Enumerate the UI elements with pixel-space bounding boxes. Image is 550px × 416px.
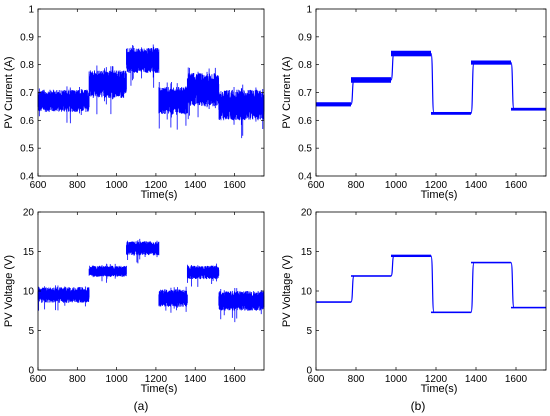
y-tick-label: 15 [301, 247, 313, 258]
y-tick-label: 20 [301, 208, 313, 219]
x-tick-label: 800 [348, 180, 365, 191]
x-tick-label: 1600 [505, 374, 528, 385]
chart-a_current: 600 800 1000 1200 1400 1600 0.4 0.5 0.6 0.7 0.8 0.9… [3, 5, 265, 201]
x-tick-label: 800 [348, 374, 365, 385]
y-tick-label: 0.5 [298, 144, 312, 155]
y-tick-label: 5 [306, 326, 312, 337]
y-tick-label: 0.4 [20, 172, 34, 183]
x-tick-label: 600 [30, 374, 47, 385]
y-tick-label: 0.8 [298, 60, 312, 71]
x-tick-label: 600 [308, 374, 325, 385]
y-axis-label: PV Current (A) [3, 56, 15, 128]
x-tick-label: 1200 [425, 180, 448, 191]
x-axis-label: Time(s) [141, 383, 178, 395]
level-band [511, 107, 546, 111]
x-tick-label: 1400 [465, 374, 488, 385]
y-tick-label: 0.6 [298, 116, 312, 127]
x-tick-label: 1400 [184, 180, 207, 191]
level-band [351, 275, 391, 277]
x-tick-label: 1600 [223, 374, 246, 385]
level-band [351, 77, 391, 83]
x-axis-label: Time(s) [141, 189, 178, 201]
x-tick-label: 1000 [385, 374, 408, 385]
y-tick-label: 15 [23, 247, 35, 258]
x-tick-label: 1000 [385, 180, 408, 191]
y-tick-label: 0 [306, 366, 312, 377]
plot-area [316, 9, 546, 176]
y-tick-label: 1 [306, 5, 312, 16]
chart-a_voltage: 600 800 1000 1200 1400 1600 0 5 10 15 20 Time(s) PV … [3, 208, 265, 395]
level-band [471, 261, 511, 264]
level-band [391, 254, 431, 258]
y-tick-label: 5 [28, 326, 34, 337]
transition-line [430, 255, 435, 313]
x-tick-label: 600 [308, 180, 325, 191]
x-tick-label: 1000 [105, 180, 128, 191]
x-tick-label: 1600 [223, 180, 246, 191]
panel-label-b: (b) [411, 399, 426, 413]
y-tick-label: 20 [23, 208, 35, 219]
y-tick-label: 10 [23, 287, 35, 298]
y-tick-label: 10 [301, 287, 313, 298]
y-tick-label: 0.7 [20, 88, 34, 99]
x-tick-label: 1000 [105, 374, 128, 385]
y-axis-label: PV Current (A) [281, 56, 293, 128]
level-band [391, 50, 431, 57]
x-tick-label: 1400 [184, 374, 207, 385]
level-band [316, 102, 351, 107]
x-tick-label: 800 [69, 374, 86, 385]
y-tick-label: 0.8 [20, 60, 34, 71]
chart-panels: 600 800 1000 1200 1400 16000.40.50.60.70.80.9… [3, 5, 547, 395]
series-trace [316, 254, 546, 314]
chart-b_current: 600 800 1000 1200 1400 1600 0.4 0.5 0.6 0.7 0.8 0.9… [281, 5, 547, 201]
chart-b_voltage: 600 800 1000 1200 1400 1600 0 5 10 15 20 Time(s) PV … [281, 208, 547, 395]
level-band [316, 301, 351, 303]
level-band [431, 111, 471, 115]
level-band [431, 311, 471, 314]
x-tick-label: 800 [69, 180, 86, 191]
y-tick-label: 0.6 [20, 116, 34, 127]
y-tick-label: 0 [28, 366, 34, 377]
transition-line [470, 261, 475, 313]
panel-label-a: (a) [134, 399, 149, 413]
level-band [471, 60, 511, 65]
y-axis-label: PV Voltage (V) [3, 255, 15, 327]
x-axis-label: Time(s) [421, 383, 458, 395]
x-axis-label: Time(s) [421, 189, 458, 201]
level-band [511, 306, 546, 309]
x-tick-label: 1200 [425, 374, 448, 385]
y-tick-label: 0.9 [20, 32, 34, 43]
x-tick-label: 600 [30, 180, 47, 191]
x-tick-label: 1200 [145, 180, 168, 191]
y-tick-label: 0.4 [298, 172, 312, 183]
transition-line [430, 52, 435, 114]
x-tick-label: 1400 [465, 180, 488, 191]
y-tick-label: 0.7 [298, 88, 312, 99]
plot-area [316, 212, 546, 370]
x-tick-label: 1600 [505, 180, 528, 191]
x-tick-label: 1200 [145, 374, 168, 385]
y-tick-label: 0.5 [20, 144, 34, 155]
transition-line [510, 261, 515, 309]
y-tick-label: 0.9 [298, 32, 312, 43]
y-axis-label: PV Voltage (V) [281, 255, 293, 327]
y-tick-label: 1 [28, 5, 34, 16]
series-trace [316, 50, 546, 115]
